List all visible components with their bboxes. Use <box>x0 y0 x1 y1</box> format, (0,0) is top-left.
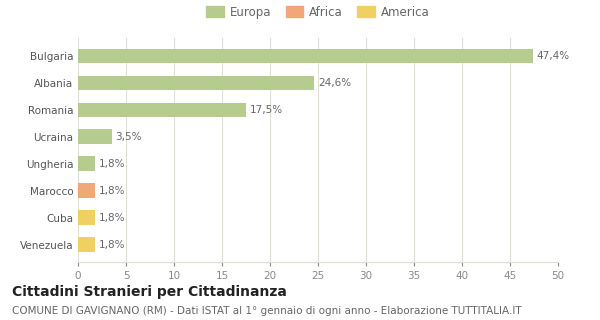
Text: 1,8%: 1,8% <box>99 159 125 169</box>
Text: 3,5%: 3,5% <box>115 132 142 142</box>
Bar <box>78 49 533 63</box>
Bar <box>78 102 246 117</box>
Legend: Europa, Africa, America: Europa, Africa, America <box>202 1 434 24</box>
Bar <box>78 156 95 171</box>
Text: 24,6%: 24,6% <box>318 78 351 88</box>
Bar <box>78 237 95 252</box>
Text: 1,8%: 1,8% <box>99 240 125 250</box>
Bar <box>78 76 314 90</box>
Text: 1,8%: 1,8% <box>99 213 125 223</box>
Bar <box>78 130 112 144</box>
Text: Cittadini Stranieri per Cittadinanza: Cittadini Stranieri per Cittadinanza <box>12 285 287 299</box>
Text: 1,8%: 1,8% <box>99 186 125 196</box>
Bar <box>78 211 95 225</box>
Bar <box>78 183 95 198</box>
Text: 17,5%: 17,5% <box>250 105 283 115</box>
Text: COMUNE DI GAVIGNANO (RM) - Dati ISTAT al 1° gennaio di ogni anno - Elaborazione : COMUNE DI GAVIGNANO (RM) - Dati ISTAT al… <box>12 306 521 316</box>
Text: 47,4%: 47,4% <box>537 51 570 61</box>
